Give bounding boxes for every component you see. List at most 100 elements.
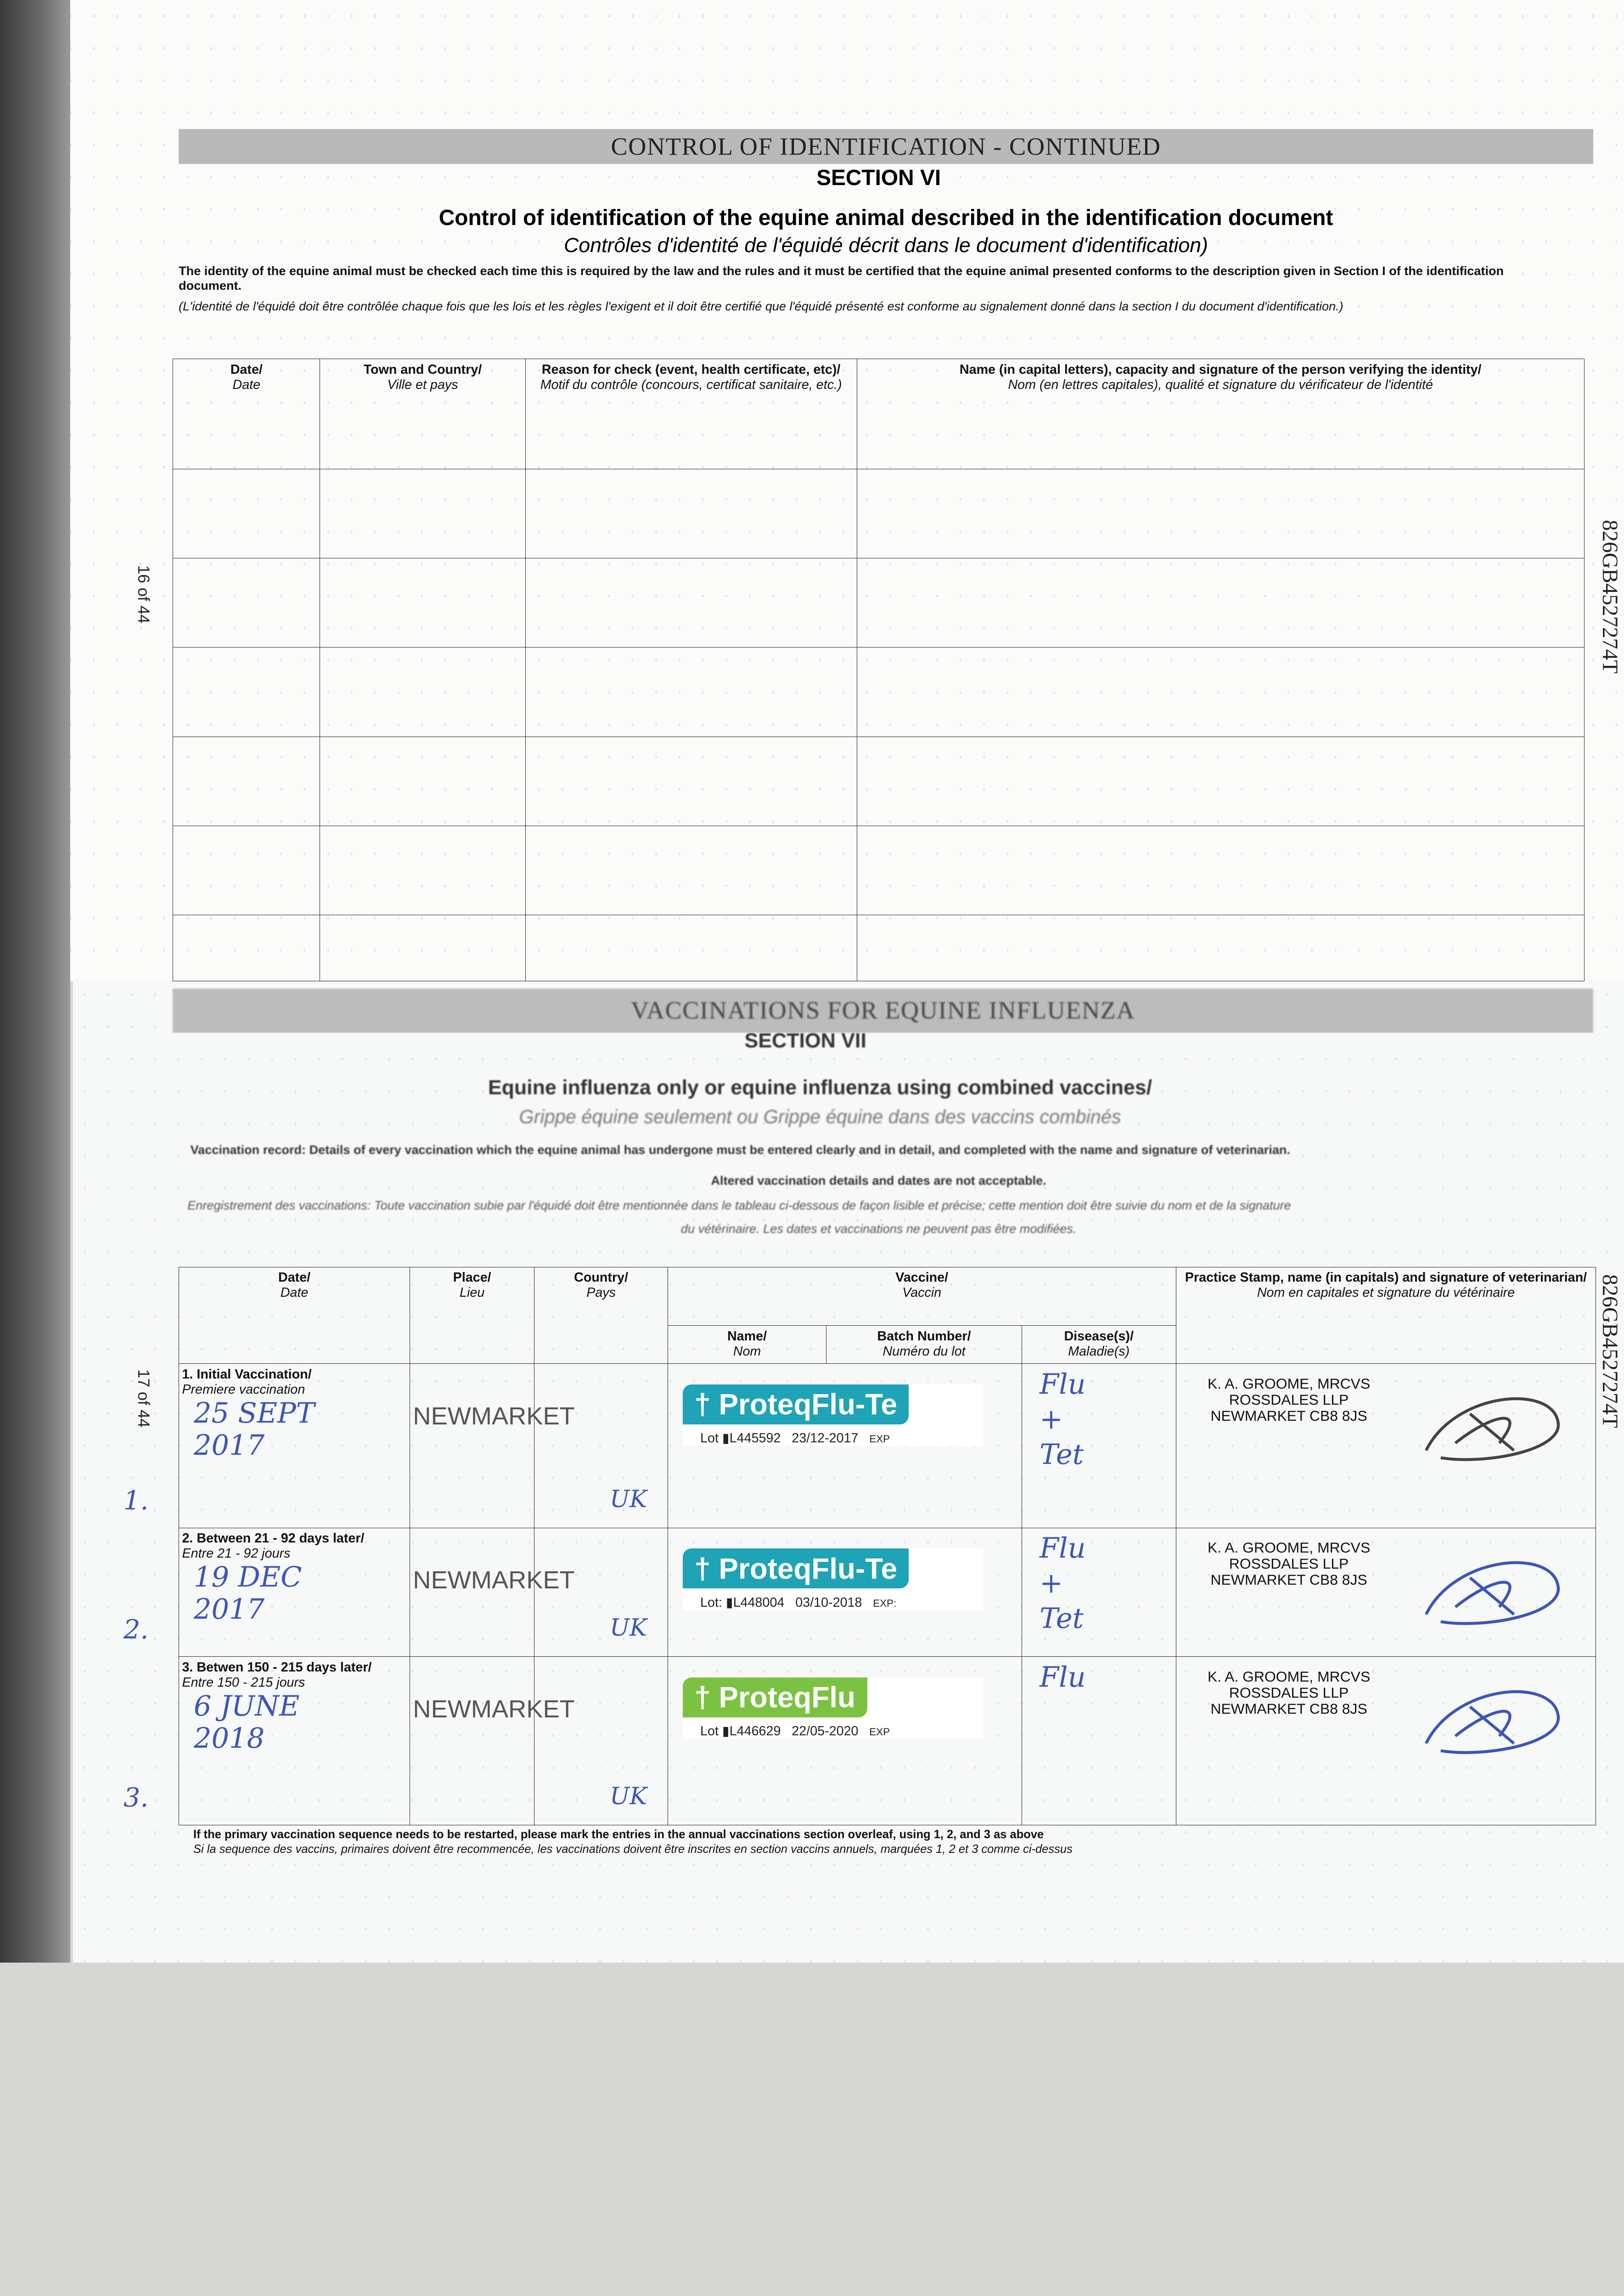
cell[interactable]: [320, 825, 526, 916]
row-label: 3. Betwen 150 - 215 days later/: [182, 1660, 372, 1675]
expiry-label: EXP: [869, 1433, 890, 1445]
record-fr-2: du vétérinaire. Les dates et vaccination…: [680, 1221, 1077, 1236]
col-reason: Reason for check (event, health certific…: [525, 359, 857, 469]
handwritten-country: UK: [610, 1486, 647, 1513]
lot-label: Lot: [700, 1724, 719, 1739]
cell[interactable]: [173, 647, 320, 737]
record-en-2: Altered vaccination details and dates ar…: [711, 1173, 1046, 1187]
disease-cell[interactable]: Flu: [1021, 1656, 1176, 1825]
table-row: 1. Initial Vaccination/ Premiere vaccina…: [124, 1363, 1596, 1528]
vaccine-logo: † ProteqFlu-Te: [682, 1548, 909, 1588]
table-row: [173, 915, 1585, 981]
vaccine-label-cell[interactable]: † ProteqFlu-Te Lot ▮L445592 23/12-2017 E…: [667, 1363, 1022, 1528]
cell[interactable]: [525, 915, 857, 981]
col-place: Place/Lieu: [410, 1266, 535, 1364]
section-title: SECTION VI: [816, 166, 941, 191]
cell[interactable]: [525, 468, 857, 558]
cell[interactable]: [320, 647, 526, 737]
cell[interactable]: [173, 557, 320, 648]
page-subtitle: Contrôles d'identité de l'équidé décrit …: [564, 234, 1208, 257]
batch-number: L445592: [729, 1431, 781, 1446]
table-row: [173, 557, 1585, 648]
vet-cell[interactable]: K. A. GROOME, MRCVS ROSSDALES LLP NEWMARKE…: [1175, 1656, 1596, 1825]
row-label-fr: Entre 21 - 92 jours: [182, 1546, 291, 1561]
barcode-icon: ▮: [722, 1431, 730, 1446]
country-cell[interactable]: UK: [534, 1527, 668, 1657]
header-bar: CONTROL OF IDENTIFICATION - CONTINUED: [179, 129, 1594, 164]
cell[interactable]: [173, 736, 320, 826]
drop-icon: †: [694, 1388, 711, 1421]
vet-cell[interactable]: K. A. GROOME, MRCVS ROSSDALES LLP NEWMARKE…: [1175, 1527, 1596, 1657]
col-town-country: Town and Country/Ville et pays: [320, 359, 526, 469]
col-date: Date/Date: [179, 1266, 410, 1364]
row-label-cell[interactable]: 1. Initial Vaccination/ Premiere vaccina…: [124, 1363, 410, 1528]
drop-icon: †: [694, 1552, 711, 1585]
cell[interactable]: [856, 736, 1585, 826]
lot-label: Lot:: [700, 1595, 722, 1610]
vaccine-name: ProteqFlu-Te: [719, 1552, 897, 1585]
intro-en: The identity of the equine animal must b…: [179, 264, 1504, 293]
record-en: Vaccination record: Details of every vac…: [190, 1142, 1291, 1157]
place-cell[interactable]: NEWMARKET: [410, 1656, 575, 1825]
intro-fr: (L'identité de l'équidé doit être contrô…: [179, 298, 1343, 313]
vet-stamp: K. A. GROOME, MRCVS ROSSDALES LLP NEWMARKE…: [1207, 1668, 1371, 1717]
handwritten-number: 3.: [123, 1782, 149, 1813]
barcode-icon: ▮: [725, 1595, 733, 1610]
disease-cell[interactable]: Flu + Tet: [1021, 1527, 1176, 1657]
cell[interactable]: [856, 468, 1585, 558]
vaccination-title: Equine influenza only or equine influenz…: [488, 1076, 1152, 1099]
side-code: 826GB4527274T: [1597, 1274, 1622, 1428]
cell[interactable]: [525, 647, 857, 737]
handwritten-date: 25 SEPT 2017: [193, 1397, 315, 1462]
vaccine-logo: † ProteqFlu: [682, 1677, 867, 1717]
cell[interactable]: [856, 647, 1585, 737]
cell[interactable]: [525, 736, 857, 826]
country-cell[interactable]: UK: [534, 1363, 668, 1528]
row-label: 1. Initial Vaccination/: [182, 1367, 312, 1382]
table-row: 2. Between 21 - 92 days later/ Entre 21 …: [124, 1527, 1596, 1657]
cell[interactable]: [173, 468, 320, 558]
vaccination-subtitle: Grippe équine seulement ou Grippe équine…: [519, 1105, 1121, 1127]
cell[interactable]: [173, 825, 320, 916]
place-cell[interactable]: NEWMARKET: [410, 1527, 575, 1657]
country-cell[interactable]: UK: [534, 1656, 668, 1825]
cell[interactable]: [320, 468, 526, 558]
table-row: [173, 647, 1585, 737]
handwritten-country: UK: [610, 1783, 647, 1811]
vaccine-label-cell[interactable]: † ProteqFlu-Te Lot: ▮L448004 03/10-2018 …: [667, 1527, 1022, 1657]
disease-cell[interactable]: Flu + Tet: [1021, 1363, 1176, 1528]
handwritten-date: 6 JUNE 2018: [193, 1690, 300, 1755]
table-row: [173, 825, 1585, 916]
identity-check-table: Date/Date Town and Country/Ville et pays…: [173, 359, 1585, 981]
vaccine-name: ProteqFlu-Te: [719, 1388, 897, 1421]
vet-stamp: K. A. GROOME, MRCVS ROSSDALES LLP NEWMARKE…: [1207, 1539, 1371, 1588]
table-row: 3. Betwen 150 - 215 days later/ Entre 15…: [124, 1656, 1596, 1825]
cell[interactable]: [320, 736, 526, 826]
handwritten-disease: Flu + Tet: [1040, 1532, 1086, 1635]
row-label-cell[interactable]: 2. Between 21 - 92 days later/ Entre 21 …: [124, 1527, 410, 1657]
lot-label: Lot: [700, 1431, 719, 1446]
vaccine-logo: † ProteqFlu-Te: [682, 1384, 909, 1424]
table-row: [173, 736, 1585, 826]
vet-signature: [1424, 1397, 1560, 1461]
handwritten-disease: Flu: [1040, 1661, 1086, 1694]
place-cell[interactable]: NEWMARKET: [410, 1363, 575, 1528]
cell[interactable]: [320, 915, 526, 981]
vet-cell[interactable]: K. A. GROOME, MRCVS ROSSDALES LLP NEWMARKE…: [1175, 1363, 1596, 1528]
cell[interactable]: [856, 915, 1585, 981]
page-number: 16 of 44: [134, 565, 152, 624]
cell[interactable]: [856, 557, 1585, 648]
col-country: Country/Pays: [534, 1266, 668, 1364]
batch-line: Lot ▮L446629 22/05-2020 EXP: [683, 1723, 983, 1739]
handwritten-number: 2.: [123, 1614, 149, 1645]
cell[interactable]: [525, 557, 857, 648]
cell[interactable]: [320, 557, 526, 648]
cell[interactable]: [173, 915, 320, 981]
cell[interactable]: [856, 825, 1585, 916]
row-label-cell[interactable]: 3. Betwen 150 - 215 days later/ Entre 15…: [124, 1656, 410, 1825]
vaccine-sticker: † ProteqFlu-Te Lot ▮L445592 23/12-2017 E…: [682, 1384, 983, 1446]
cell[interactable]: [525, 825, 857, 916]
vaccine-label-cell[interactable]: † ProteqFlu Lot ▮L446629 22/05-2020 EXP: [667, 1656, 1022, 1825]
col-vaccine: Vaccine/Vaccin: [667, 1266, 1176, 1326]
